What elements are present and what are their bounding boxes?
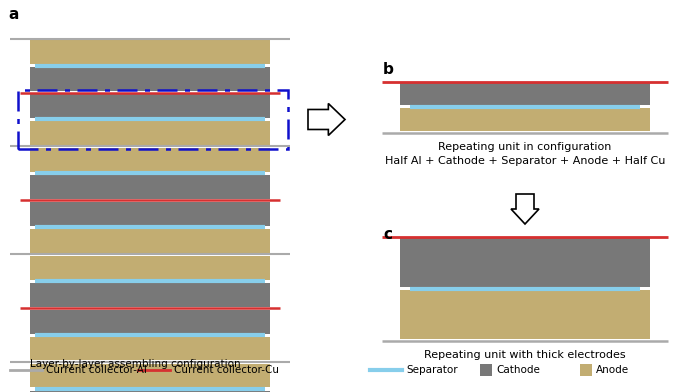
Bar: [30, 364, 270, 387]
Text: Layer-by-layer assembling configuration: Layer-by-layer assembling configuration: [30, 359, 240, 369]
Bar: [580, 364, 592, 376]
Text: Current collector-Cu: Current collector-Cu: [174, 365, 279, 375]
Bar: [30, 148, 270, 172]
Bar: [480, 364, 492, 376]
Bar: [30, 391, 270, 392]
Text: c: c: [383, 227, 392, 242]
Bar: [400, 290, 650, 339]
Text: Separator: Separator: [406, 365, 458, 375]
Bar: [400, 237, 650, 287]
Bar: [18, 90, 288, 149]
Bar: [400, 82, 650, 105]
Polygon shape: [511, 194, 539, 224]
Bar: [30, 202, 270, 226]
Bar: [30, 256, 270, 279]
Text: b: b: [383, 62, 394, 77]
Text: Anode: Anode: [596, 365, 629, 375]
Bar: [30, 310, 270, 334]
Text: Cathode: Cathode: [496, 365, 540, 375]
Bar: [400, 108, 650, 131]
Text: Repeating unit in configuration: Repeating unit in configuration: [438, 142, 612, 152]
Bar: [30, 175, 270, 199]
Text: Current collector-Al: Current collector-Al: [46, 365, 147, 375]
Bar: [30, 229, 270, 253]
Bar: [30, 94, 270, 118]
Bar: [30, 67, 270, 91]
Text: Repeating unit with thick electrodes: Repeating unit with thick electrodes: [424, 350, 626, 360]
Bar: [30, 283, 270, 307]
Bar: [30, 337, 270, 361]
Polygon shape: [308, 103, 345, 136]
Bar: [30, 121, 270, 145]
Bar: [30, 40, 270, 64]
Text: a: a: [8, 7, 18, 22]
Text: Half Al + Cathode + Separator + Anode + Half Cu: Half Al + Cathode + Separator + Anode + …: [385, 156, 665, 166]
